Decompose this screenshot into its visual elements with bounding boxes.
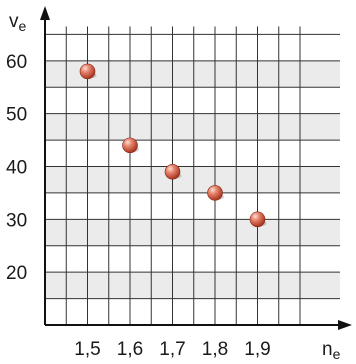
y-tick-label: 50 — [6, 105, 27, 126]
grid-band — [45, 166, 340, 193]
grid-band — [45, 272, 340, 299]
grid-lines — [45, 26, 340, 325]
y-axis-arrow-icon — [40, 6, 50, 20]
data-point — [164, 163, 181, 180]
data-points — [79, 63, 267, 228]
y-tick-label: 20 — [6, 263, 27, 284]
y-axis-label: ve — [9, 11, 27, 34]
x-axis-arrow-icon — [338, 320, 352, 330]
x-tick-label: 1,8 — [202, 339, 228, 360]
background-bands — [45, 60, 340, 299]
x-tick-label: 1,5 — [74, 339, 100, 360]
data-point — [207, 185, 223, 201]
data-point — [79, 63, 96, 80]
y-tick-label: 30 — [6, 210, 27, 231]
y-tick-label: 60 — [6, 52, 27, 73]
data-point — [249, 211, 266, 228]
x-tick-labels: 1,5 1,6 1,7 1,8 1,9 — [74, 339, 270, 360]
y-tick-labels: 20 30 40 50 60 — [6, 52, 27, 284]
x-tick-label: 1,6 — [117, 339, 143, 360]
x-tick-label: 1,9 — [244, 339, 270, 360]
y-tick-label: 40 — [6, 158, 27, 179]
grid-band — [45, 113, 340, 141]
x-axis-label: ne — [322, 339, 341, 362]
x-tick-label: 1,7 — [159, 339, 185, 360]
data-point — [122, 137, 138, 154]
grid-band — [45, 219, 340, 246]
